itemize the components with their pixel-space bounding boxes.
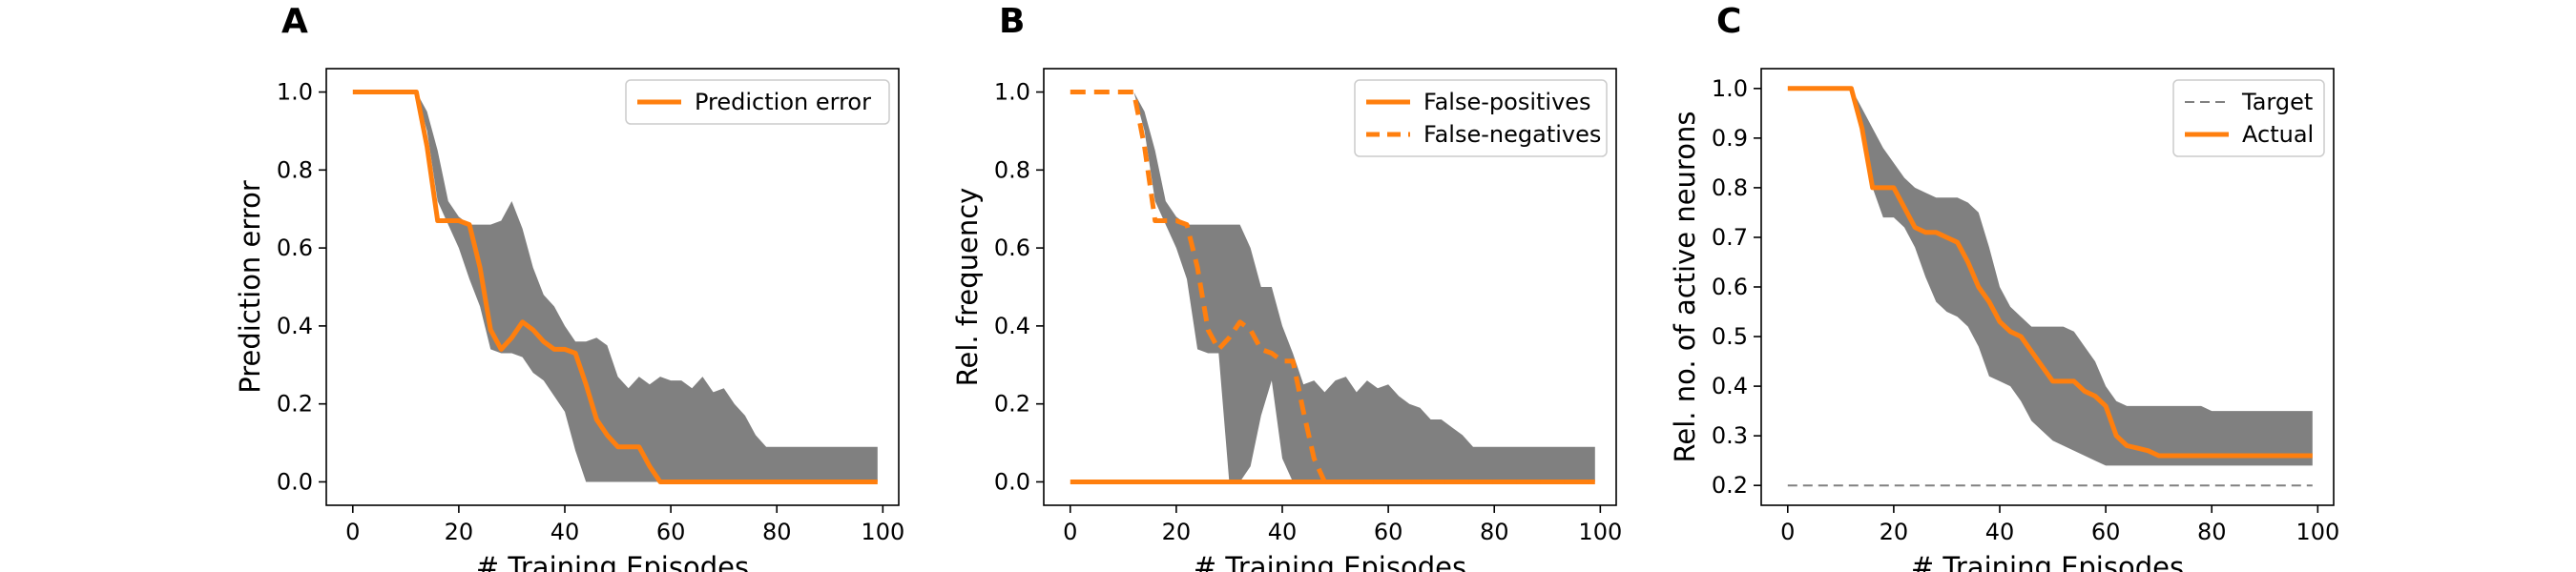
legend-box	[625, 79, 890, 125]
y-tick-label: 0.7	[1712, 224, 1748, 251]
tick-layer: 0 20 40 60 80 100 0.0 0.2 0.4 0.6 0.8 1.0	[277, 79, 904, 545]
panel-label: B	[999, 2, 1025, 41]
plot-frame	[325, 68, 900, 506]
x-tick-label: 100	[861, 519, 904, 545]
series-layer	[1787, 86, 2313, 487]
tick-layer: 0 20 40 60 80 100 0.0 0.2 0.4 0.6 0.8 1.0	[994, 79, 1622, 545]
legend-label: Actual	[2242, 121, 2314, 148]
legend-label: Target	[2241, 89, 2313, 115]
series-line-1	[1787, 86, 2313, 459]
legend-label: False-positives	[1423, 89, 1591, 115]
x-tick-label: 100	[1578, 519, 1622, 545]
legend-label: False-negatives	[1423, 121, 1601, 148]
legend-box	[2172, 79, 2325, 157]
series-layer	[1070, 90, 1595, 484]
y-tick-label: 0.5	[1712, 323, 1748, 350]
legend-label: Prediction error	[695, 89, 871, 115]
y-tick-label: 0.2	[1712, 472, 1748, 499]
x-tick-label: 80	[1480, 519, 1509, 545]
uncertainty-band	[416, 92, 878, 482]
y-tick-label: 0.8	[277, 156, 313, 183]
uncertainty-band	[1133, 92, 1595, 482]
y-tick-label: 0.3	[1712, 422, 1748, 449]
tick-layer: 0 20 40 60 80 100 0.2 0.3 0.4 0.5 0.6 0.7 0.8 0.9 1.0	[1712, 75, 2339, 545]
y-tick-label: 1.0	[994, 79, 1030, 106]
y-tick-label: 0.6	[994, 235, 1030, 261]
uncertainty-band-layer	[416, 92, 878, 482]
x-tick-label: 40	[1268, 519, 1298, 545]
y-tick-label: 0.0	[277, 468, 313, 495]
x-tick-label: 60	[656, 519, 686, 545]
x-tick-label: 80	[2197, 519, 2227, 545]
y-tick-label: 0.4	[994, 313, 1030, 339]
x-tick-label: 60	[2091, 519, 2121, 545]
legend: Prediction error	[625, 79, 890, 125]
x-tick-label: 0	[345, 519, 360, 545]
x-tick-label: 20	[1880, 519, 1909, 545]
panel-label: A	[281, 2, 308, 41]
x-axis-label: # Training Episodes	[1911, 551, 2184, 572]
x-tick-label: 20	[445, 519, 474, 545]
y-tick-label: 0.4	[277, 313, 313, 339]
y-axis-label: Rel. no. of active neurons	[1669, 112, 1701, 463]
legend-box	[1354, 79, 1608, 157]
plot-frame	[1043, 68, 1617, 506]
x-tick-label: 20	[1162, 519, 1192, 545]
y-tick-label: 0.9	[1712, 125, 1748, 152]
x-tick-label: 40	[1985, 519, 2015, 545]
x-tick-label: 0	[1063, 519, 1077, 545]
y-tick-label: 0.6	[277, 235, 313, 261]
x-axis-label: # Training Episodes	[1194, 551, 1466, 572]
panel-b: B 0 20 40 60 80 100 0.0 0.2 0.4 0.6 0.8 1.0 Rel. fr…	[951, 2, 1622, 572]
y-tick-label: 0.8	[994, 156, 1030, 183]
x-tick-label: 0	[1780, 519, 1795, 545]
y-tick-label: 1.0	[277, 79, 313, 106]
y-tick-label: 1.0	[1712, 75, 1748, 102]
y-tick-label: 0.0	[994, 468, 1030, 495]
series-line-0	[352, 90, 878, 484]
panel-c: C 0 20 40 60 80 100 0.2 0.3 0.4 0.5 0.6 0.7 0.8 0.9 1.…	[1669, 2, 2339, 572]
uncertainty-band-layer	[1133, 92, 1595, 482]
y-tick-label: 0.4	[1712, 373, 1748, 399]
panel-label: C	[1716, 2, 1741, 41]
y-tick-label: 0.8	[1712, 174, 1748, 201]
legend: False-positives False-negatives	[1354, 79, 1608, 157]
x-tick-label: 80	[762, 519, 792, 545]
x-tick-label: 40	[551, 519, 580, 545]
y-axis-label: Rel. frequency	[951, 188, 984, 387]
x-tick-label: 100	[2296, 519, 2339, 545]
y-tick-label: 0.2	[277, 391, 313, 418]
series-line-1	[1070, 90, 1595, 484]
panel-a: A 0 20 40 60 80 100 0.0 0.2 0.4 0.6 0.8 1.0 Predict…	[234, 2, 904, 572]
legend: Target Actual	[2172, 79, 2325, 157]
x-axis-label: # Training Episodes	[476, 551, 749, 572]
series-layer	[352, 90, 878, 484]
y-tick-label: 0.2	[994, 391, 1030, 418]
y-axis-label: Prediction error	[234, 180, 266, 394]
x-tick-label: 60	[1374, 519, 1403, 545]
y-tick-label: 0.6	[1712, 274, 1748, 300]
